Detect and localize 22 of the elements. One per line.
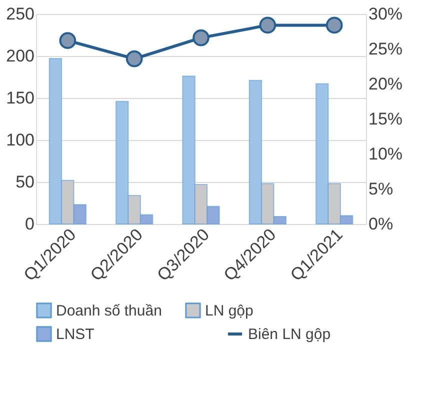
point: [326, 16, 343, 34]
point: [259, 16, 276, 34]
y2-tick-label: 0%: [368, 214, 394, 234]
y2-tick-label: 25%: [368, 40, 403, 58]
y2-tick-label: 20%: [368, 74, 403, 94]
legend-label: Biên LN gộp: [248, 326, 331, 343]
point: [59, 32, 76, 49]
y-tick-label: 50: [16, 172, 34, 192]
legend-label: LNST: [56, 326, 94, 343]
y-tick-label: 0: [25, 214, 34, 234]
y2-tick-label: 5%: [368, 180, 394, 198]
y2-tick-label: 10%: [368, 144, 403, 164]
y-tick-label: 250: [6, 4, 34, 24]
legend-label: LN gộp: [205, 302, 254, 320]
legend-label: Doanh số thuần: [56, 302, 162, 320]
y2-tick-label: 15%: [368, 110, 403, 128]
y2-tick-label: 30%: [368, 4, 403, 24]
y-tick-label: 200: [6, 46, 34, 66]
point: [126, 50, 143, 68]
y-tick-label: 150: [6, 88, 34, 108]
point: [192, 29, 210, 46]
y-tick-label: 100: [6, 130, 34, 150]
